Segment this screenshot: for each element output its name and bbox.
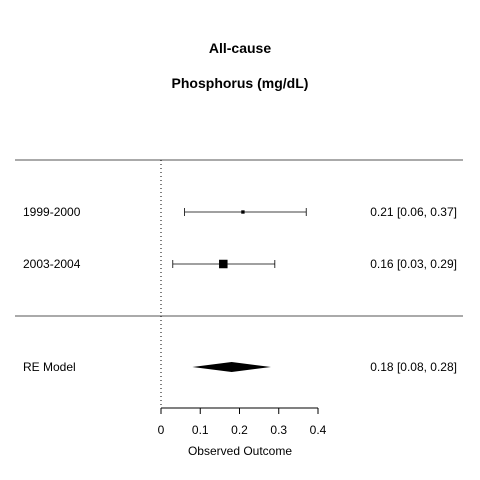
study-label-1: 1999-2000 [23, 205, 81, 219]
study-point-1 [241, 210, 245, 214]
chart-title: All-cause [208, 40, 272, 56]
study-point-2 [219, 259, 228, 269]
x-tick-label-1: 0.1 [192, 423, 209, 437]
summary-diamond [192, 362, 271, 372]
study-ci-text-1: 0.21 [0.06, 0.37] [370, 205, 457, 219]
study-ci-text-2: 0.16 [0.03, 0.29] [370, 257, 457, 271]
summary-label: RE Model [23, 360, 76, 374]
x-tick-label-0: 0 [158, 423, 165, 437]
x-tick-label-4: 0.4 [310, 423, 327, 437]
summary-ci-text: 0.18 [0.08, 0.28] [370, 360, 457, 374]
study-label-2: 2003-2004 [23, 257, 81, 271]
x-axis-label: Observed Outcome [188, 444, 292, 458]
x-tick-label-2: 0.2 [231, 423, 248, 437]
x-tick-label-3: 0.3 [270, 423, 287, 437]
chart-subtitle: Phosphorus (mg/dL) [171, 75, 309, 91]
